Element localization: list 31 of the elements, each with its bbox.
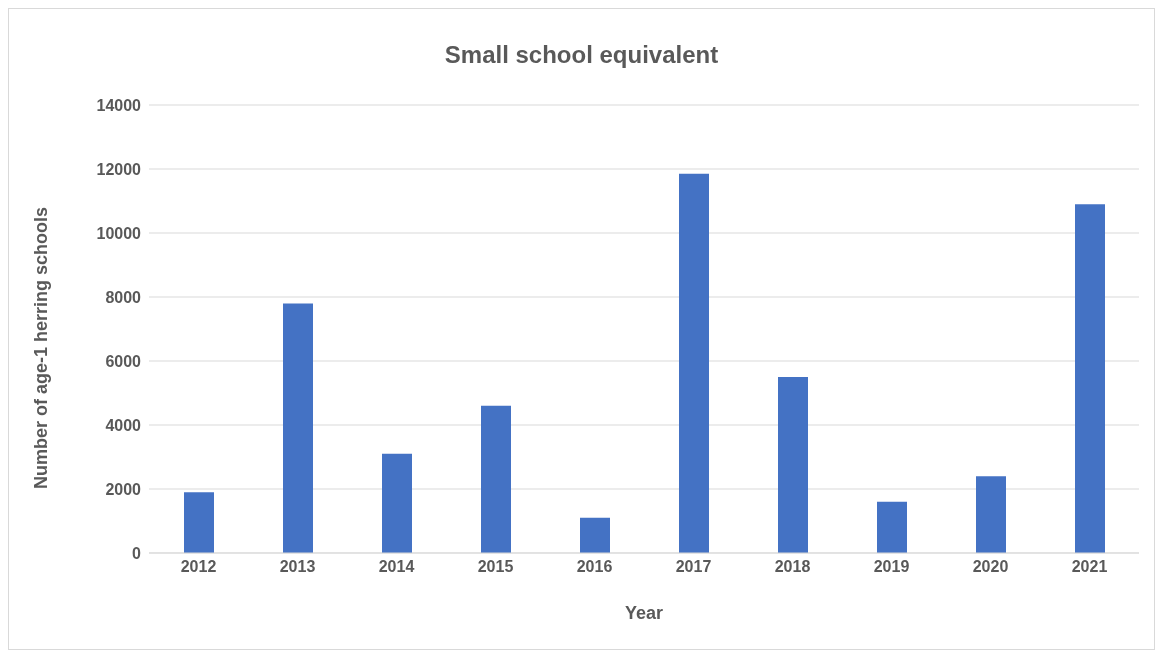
x-axis-title: Year: [624, 603, 664, 623]
y-tick-label: 12000: [96, 160, 142, 178]
bar: [481, 405, 511, 553]
bar: [877, 501, 907, 553]
chart-title: Small school equivalent: [443, 41, 720, 69]
x-tick-label: 2018: [774, 558, 811, 576]
y-tick-label: 4000: [105, 416, 142, 434]
y-tick-label: 14000: [96, 96, 142, 114]
bar: [580, 517, 610, 553]
y-tick-label: 6000: [105, 352, 142, 370]
y-axis-title: Number of age-1 herring schools: [31, 206, 52, 489]
x-tick-label: 2021: [1071, 558, 1108, 576]
x-tick-label: 2013: [279, 558, 316, 576]
y-tick-label: 10000: [96, 224, 142, 242]
x-tick-label: 2014: [378, 558, 415, 576]
y-tick-label: 2000: [105, 480, 142, 498]
bar: [283, 303, 313, 553]
x-tick-label: 2012: [180, 558, 217, 576]
bar: [679, 173, 709, 553]
bar: [382, 453, 412, 553]
bar: [184, 492, 214, 553]
bar: [1075, 204, 1105, 553]
x-tick-label: 2015: [477, 558, 514, 576]
y-tick-label: 8000: [105, 288, 142, 306]
x-tick-label: 2020: [972, 558, 1009, 576]
x-tick-label: 2019: [873, 558, 910, 576]
bar: [976, 476, 1006, 553]
y-tick-label: 0: [132, 544, 142, 562]
x-tick-label: 2016: [576, 558, 613, 576]
bar: [778, 377, 808, 553]
x-tick-label: 2017: [675, 558, 712, 576]
